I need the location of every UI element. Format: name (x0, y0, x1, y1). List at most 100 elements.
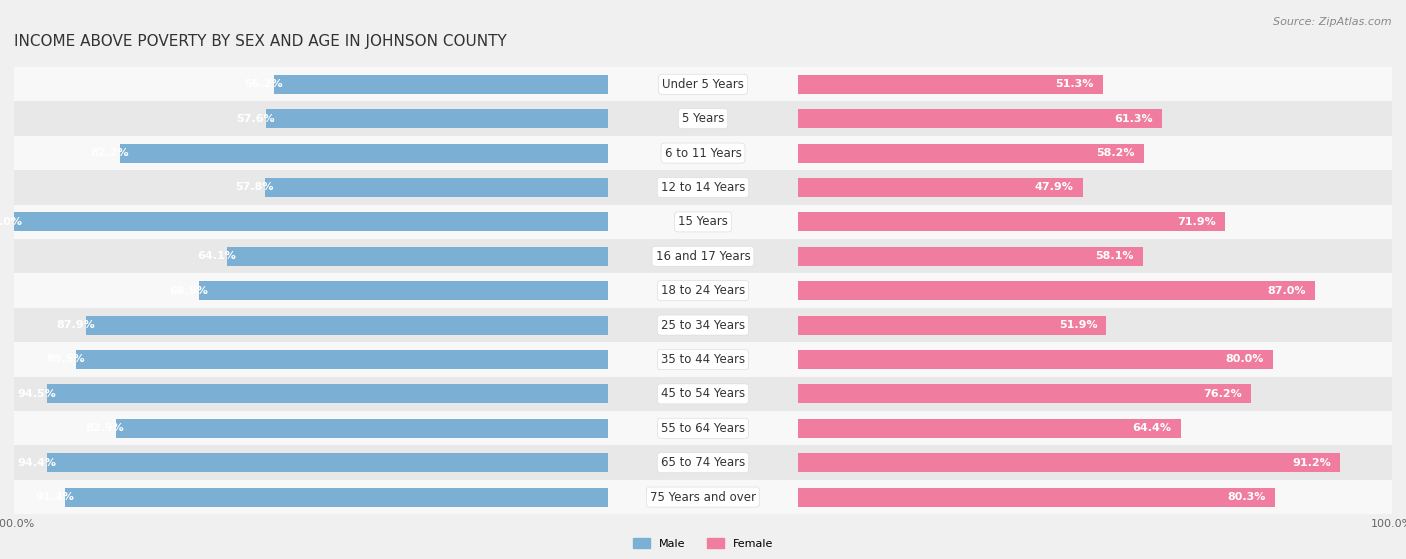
Text: 68.9%: 68.9% (169, 286, 208, 296)
Text: 55 to 64 Years: 55 to 64 Years (661, 422, 745, 435)
Text: 12 to 14 Years: 12 to 14 Years (661, 181, 745, 194)
Bar (607, 239, 799, 273)
Text: 47.9%: 47.9% (1035, 182, 1074, 192)
Bar (799, 342, 1392, 377)
Bar (607, 205, 799, 239)
Bar (799, 377, 1392, 411)
Text: 58.1%: 58.1% (1095, 252, 1135, 261)
Bar (799, 453, 1340, 472)
Bar (14, 67, 607, 102)
Bar (799, 487, 1275, 506)
Bar (799, 308, 1392, 342)
Text: 64.1%: 64.1% (197, 252, 236, 261)
Text: INCOME ABOVE POVERTY BY SEX AND AGE IN JOHNSON COUNTY: INCOME ABOVE POVERTY BY SEX AND AGE IN J… (14, 34, 506, 49)
Text: 6 to 11 Years: 6 to 11 Years (665, 146, 741, 159)
Bar (14, 342, 607, 377)
Bar (198, 281, 607, 300)
Text: 58.2%: 58.2% (1097, 148, 1135, 158)
Bar (799, 480, 1392, 514)
Bar (799, 109, 1163, 128)
Bar (799, 316, 1107, 334)
Bar (14, 136, 607, 170)
Bar (86, 316, 607, 334)
Bar (14, 480, 607, 514)
Bar (65, 487, 607, 506)
Bar (799, 67, 1392, 102)
Bar (799, 136, 1392, 170)
Bar (607, 480, 799, 514)
Bar (799, 247, 1143, 266)
Text: 94.5%: 94.5% (17, 389, 56, 399)
Bar (14, 273, 607, 308)
Bar (799, 144, 1143, 163)
Text: 100.0%: 100.0% (0, 217, 22, 227)
Text: 64.4%: 64.4% (1133, 423, 1171, 433)
Bar (14, 102, 607, 136)
Bar (14, 308, 607, 342)
Text: 35 to 44 Years: 35 to 44 Years (661, 353, 745, 366)
Text: 80.3%: 80.3% (1227, 492, 1265, 502)
Bar (14, 239, 607, 273)
Text: 61.3%: 61.3% (1115, 113, 1153, 124)
Text: 5 Years: 5 Years (682, 112, 724, 125)
Text: 76.2%: 76.2% (1204, 389, 1241, 399)
Bar (799, 205, 1392, 239)
Text: 51.9%: 51.9% (1059, 320, 1097, 330)
Text: 82.9%: 82.9% (86, 423, 125, 433)
Bar (48, 453, 607, 472)
Text: 25 to 34 Years: 25 to 34 Years (661, 319, 745, 331)
Bar (799, 350, 1274, 369)
Bar (264, 178, 607, 197)
Text: 89.5%: 89.5% (46, 354, 86, 364)
Bar (14, 212, 607, 231)
Bar (799, 75, 1102, 94)
Text: 91.2%: 91.2% (1292, 458, 1330, 468)
Bar (607, 67, 799, 102)
Text: 56.2%: 56.2% (245, 79, 283, 89)
Bar (115, 419, 607, 438)
Text: 82.2%: 82.2% (90, 148, 129, 158)
Text: 94.4%: 94.4% (17, 458, 56, 468)
Text: 16 and 17 Years: 16 and 17 Years (655, 250, 751, 263)
Text: 87.0%: 87.0% (1267, 286, 1306, 296)
Text: 57.8%: 57.8% (235, 182, 274, 192)
Bar (14, 170, 607, 205)
Bar (266, 109, 607, 128)
Bar (799, 102, 1392, 136)
Bar (14, 411, 607, 446)
Bar (14, 205, 607, 239)
Legend: Male, Female: Male, Female (628, 534, 778, 553)
Bar (228, 247, 607, 266)
Bar (607, 136, 799, 170)
Bar (799, 273, 1392, 308)
Bar (607, 411, 799, 446)
Bar (799, 212, 1225, 231)
Bar (799, 178, 1083, 197)
Bar (799, 239, 1392, 273)
Bar (799, 281, 1315, 300)
Text: 51.3%: 51.3% (1056, 79, 1094, 89)
Text: 18 to 24 Years: 18 to 24 Years (661, 284, 745, 297)
Bar (120, 144, 607, 163)
Bar (14, 446, 607, 480)
Text: 65 to 74 Years: 65 to 74 Years (661, 456, 745, 469)
Text: 75 Years and over: 75 Years and over (650, 491, 756, 504)
Text: 57.6%: 57.6% (236, 113, 274, 124)
Bar (607, 170, 799, 205)
Bar (76, 350, 607, 369)
Text: Source: ZipAtlas.com: Source: ZipAtlas.com (1274, 17, 1392, 27)
Bar (799, 411, 1392, 446)
Text: 91.4%: 91.4% (35, 492, 75, 502)
Bar (607, 102, 799, 136)
Text: 45 to 54 Years: 45 to 54 Years (661, 387, 745, 400)
Bar (14, 377, 607, 411)
Text: Under 5 Years: Under 5 Years (662, 78, 744, 91)
Bar (799, 419, 1181, 438)
Bar (607, 308, 799, 342)
Text: 71.9%: 71.9% (1177, 217, 1216, 227)
Text: 15 Years: 15 Years (678, 215, 728, 229)
Bar (607, 377, 799, 411)
Text: 87.9%: 87.9% (56, 320, 94, 330)
Bar (274, 75, 607, 94)
Bar (607, 446, 799, 480)
